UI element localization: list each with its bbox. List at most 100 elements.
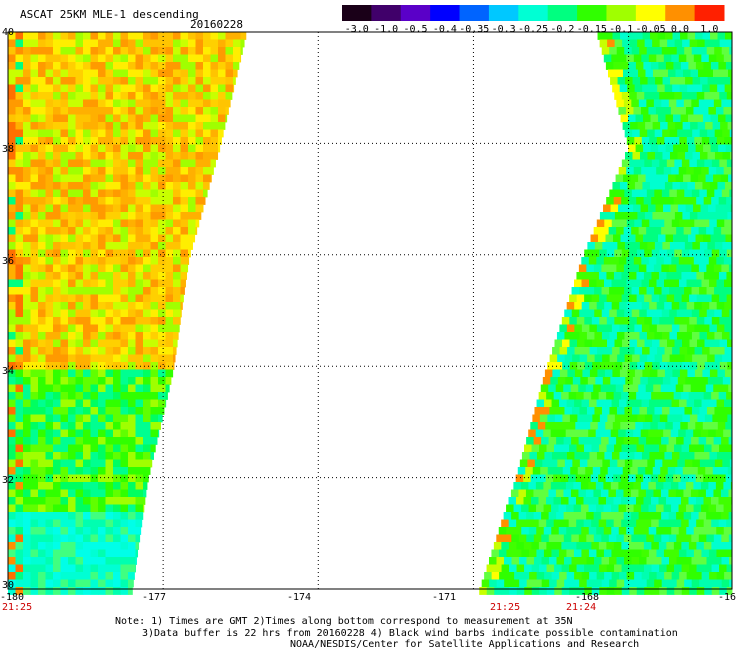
swath-cell [542,407,550,415]
swath-cell [597,452,605,460]
swath-cell [668,385,676,393]
swath-cell [589,302,597,310]
swath-cell [656,550,664,558]
swath-cell [83,250,91,258]
swath-cell [707,460,715,468]
swath-cell [121,212,129,220]
swath-cell [595,242,603,250]
swath-cell [16,205,24,213]
swath-cell [38,190,46,198]
swath-cell [595,355,603,363]
swath-cell [46,407,54,415]
swath-cell [523,475,531,483]
swath-cell [143,40,151,48]
swath-cell [607,587,615,595]
swath-cell [661,175,669,183]
swath-cell [91,287,99,295]
swath-cell [724,505,732,513]
swath-cell [669,407,677,415]
swath-cell [98,190,106,198]
swath-cell [61,115,69,123]
swath-cell [494,565,502,573]
swath-cell [143,505,144,513]
swath-cell [76,182,84,190]
swath-cell [113,92,121,100]
swath-cell [158,250,166,258]
swath-cell [128,265,136,273]
swath-cell [672,182,680,190]
swath-cell [211,115,219,123]
swath-cell [504,557,512,565]
swath-cell [676,535,684,543]
swath-cell [672,370,680,378]
swath-cell [181,107,189,115]
swath-cell [136,437,144,445]
swath-cell [61,557,69,565]
swath-cell [717,85,725,93]
swath-cell [106,70,114,78]
swath-cell [551,430,559,438]
swath-cell [637,317,645,325]
swath-cell [602,332,610,340]
swath-cell [68,415,76,423]
swath-cell [98,542,106,550]
swath-cell [8,347,16,355]
swath-cell [598,497,606,505]
swath-cell [696,62,704,70]
swath-cell [607,212,615,220]
swath-cell [203,100,211,108]
swath-cell [188,250,191,258]
swath-cell [91,250,99,258]
swath-cell [564,332,572,340]
swath-cell [196,55,204,63]
swath-cell [38,70,46,78]
swath-cell [637,565,645,573]
swath-cell [76,92,84,100]
swath-cell [53,430,61,438]
swath-cell [46,197,54,205]
swath-cell [113,490,121,498]
swath-cell [76,32,84,40]
swath-cell [576,520,584,528]
swath-cell [121,325,129,333]
swath-cell [697,415,705,423]
swath-cell [692,287,700,295]
swath-cell [522,452,530,460]
swath-cell [68,115,76,123]
swath-cell [656,505,664,513]
swath-cell [637,445,645,453]
swath-cell [667,587,675,595]
swath-cell [136,70,144,78]
swath-cell [181,32,189,40]
swath-cell [630,40,638,48]
swath-cell [696,115,704,123]
swath-cell [8,467,16,475]
swath-cell [524,520,532,528]
swath-cell [76,272,84,280]
swath-cell [68,370,76,378]
swath-cell [226,77,234,85]
swath-cell [702,182,710,190]
swath-cell [604,550,612,558]
swath-cell [646,490,654,498]
swath-cell [637,40,645,48]
swath-cell [121,130,129,138]
swath-cell [659,295,667,303]
swath-cell [574,325,582,333]
swath-cell [673,497,681,505]
swath-cell [136,460,144,468]
swath-cell [563,467,571,475]
swath-cell [681,475,689,483]
swath-cell [83,40,91,48]
swath-cell [559,572,567,580]
swath-cell [558,377,566,385]
swath-cell [701,257,709,265]
swath-cell [8,460,16,468]
swath-cell [46,280,54,288]
swath-cell [657,347,665,355]
swath-cell [534,535,542,543]
swath-cell [136,55,144,63]
swath-cell [599,445,607,453]
swath-cell [700,77,708,85]
swath-cell [662,310,670,318]
